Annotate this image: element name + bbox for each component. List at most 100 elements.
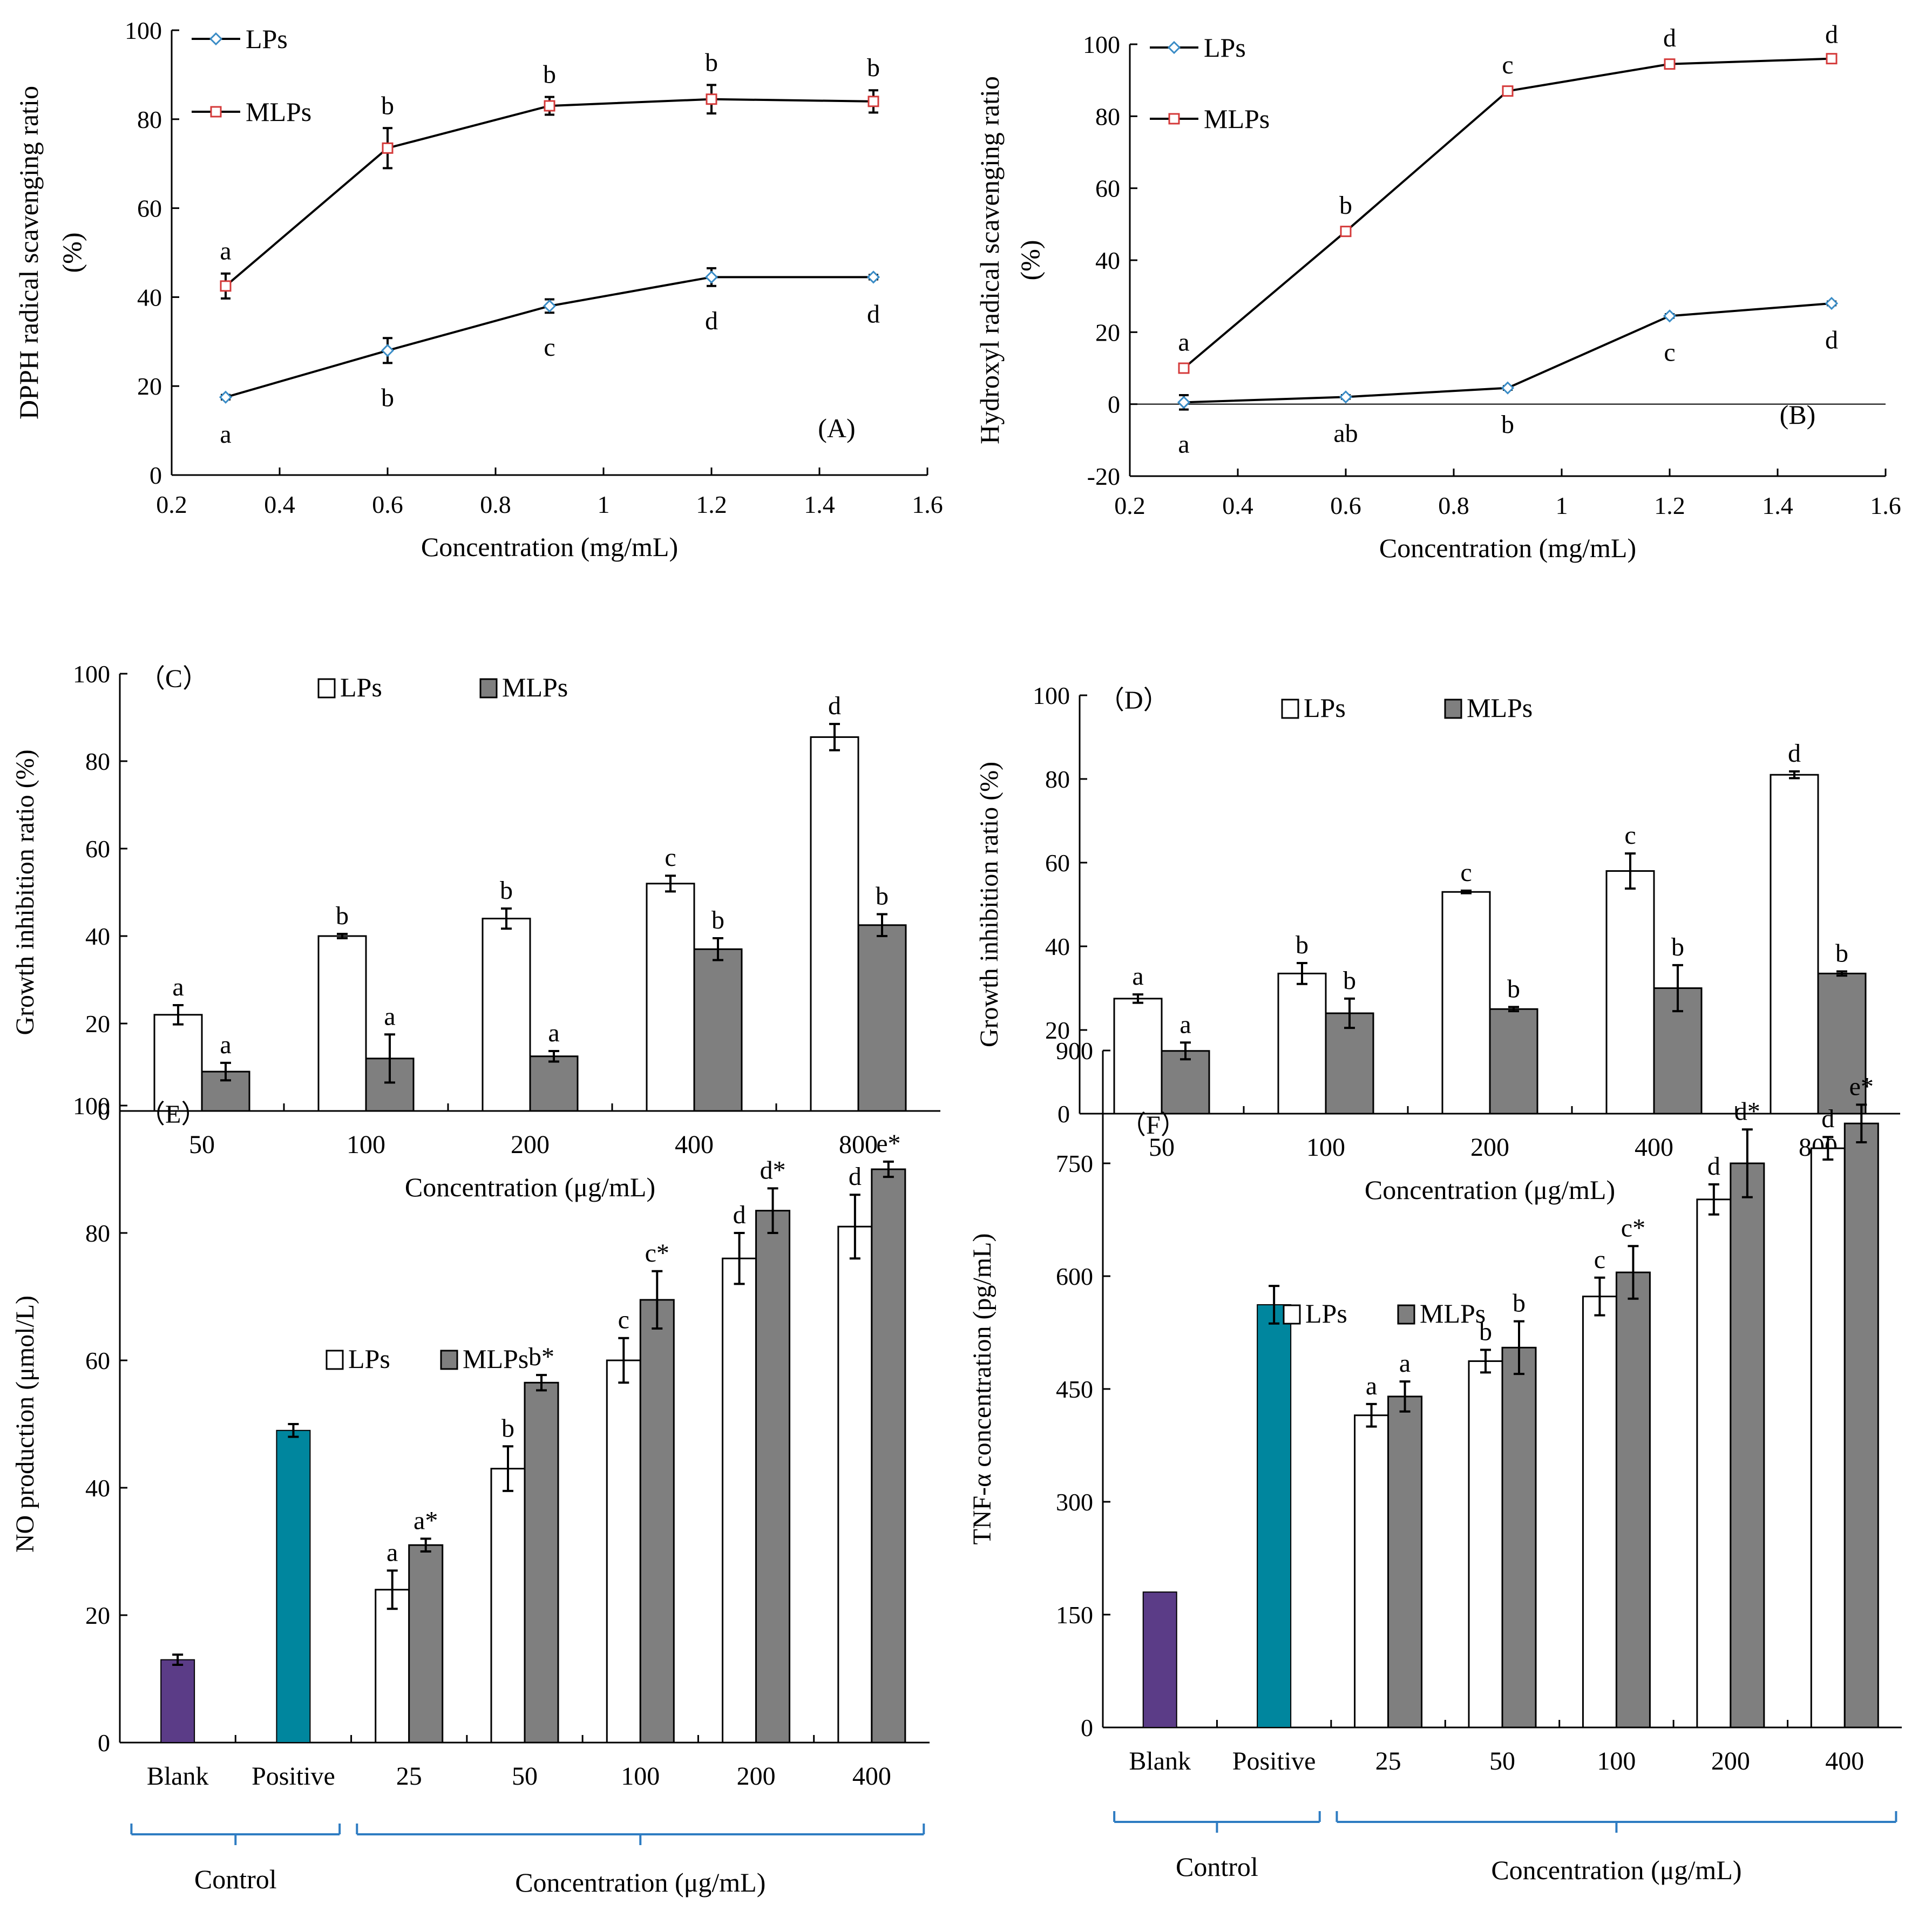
bar-mlps <box>408 1544 444 1744</box>
significance-letter: e* <box>876 1129 900 1158</box>
panel-label: （C） <box>139 665 208 693</box>
error-bar <box>849 1194 860 1260</box>
legend-swatch-mlps <box>440 1350 458 1370</box>
x-tick-label: 0.8 <box>1438 492 1469 519</box>
significance-letter: d <box>1821 1104 1834 1133</box>
x-tick-label: 100 <box>621 1762 660 1791</box>
x-axis-title: Concentration (μg/mL) <box>1491 1855 1741 1885</box>
x-tick-label: 1.2 <box>696 491 727 518</box>
data-point-mlps <box>1502 85 1514 97</box>
error-bar <box>1344 997 1355 1029</box>
bar-lps <box>1810 1147 1846 1729</box>
data-point-lps <box>1501 381 1515 395</box>
control-bar-blank <box>1142 1591 1177 1728</box>
error-bar <box>548 1050 559 1063</box>
x-axis-title: Concentration (μg/mL) <box>1365 1175 1615 1205</box>
significance-letter: d <box>733 1201 746 1229</box>
panel-label: (B) <box>1780 399 1816 430</box>
significance-letter: b <box>867 53 880 82</box>
bar-lps <box>1354 1414 1389 1729</box>
x-axis-title: Concentration (μg/mL) <box>405 1172 655 1202</box>
data-point-mlps <box>1340 226 1352 238</box>
y-tick-label: 40 <box>85 1474 110 1502</box>
legend-label-mlps: MLPs <box>246 97 311 127</box>
data-point-mlps <box>1826 53 1838 65</box>
error-bar <box>1180 1041 1191 1061</box>
x-tick-label: 50 <box>1149 1133 1175 1162</box>
error-bar <box>877 913 887 937</box>
y-tick-label: 80 <box>1045 765 1070 793</box>
control-bar-blank <box>160 1659 195 1744</box>
y-tick-label: 40 <box>1045 933 1070 960</box>
bar-lps <box>1277 972 1327 1115</box>
x-tick-label: 0.2 <box>1114 492 1145 519</box>
y-tick-label: 40 <box>137 283 162 311</box>
significance-letter: b <box>381 383 394 412</box>
y-tick-label: 100 <box>1083 31 1120 58</box>
panel-label: （E） <box>139 1100 207 1129</box>
x-tick-label: 400 <box>1825 1747 1864 1775</box>
x-axis-title: Concentration (mg/mL) <box>421 532 678 562</box>
y-tick-label: 150 <box>1056 1601 1093 1629</box>
error-bar <box>536 1374 547 1392</box>
significance-letter: e* <box>1849 1072 1874 1101</box>
error-bar <box>503 1445 513 1492</box>
error-bar <box>1461 889 1472 894</box>
bar-lps <box>317 935 367 1112</box>
bar-lps <box>1605 870 1655 1115</box>
significance-letter: b <box>336 902 349 930</box>
y-tick-label: 40 <box>85 923 110 950</box>
legend-label-lps: LPs <box>1304 693 1346 723</box>
data-point-mlps <box>706 93 717 105</box>
bar-lps <box>606 1359 641 1744</box>
bar-lps <box>1441 891 1491 1115</box>
significance-letter: b <box>705 48 718 77</box>
y-tick-label: 100 <box>73 1092 110 1120</box>
bar-mlps <box>1730 1162 1765 1729</box>
y-tick-label: 20 <box>85 1010 110 1038</box>
x-axis-title: Concentration (μg/mL) <box>515 1867 765 1897</box>
error-bar <box>1708 1183 1719 1216</box>
error-bar <box>734 1232 745 1285</box>
significance-letter: c* <box>1621 1214 1645 1242</box>
significance-letter: c <box>618 1306 629 1334</box>
significance-letter: a <box>220 1031 231 1059</box>
legend-label-mlps: MLPs <box>502 672 568 702</box>
legend-swatch-lps <box>1283 1304 1301 1325</box>
bar-lps <box>153 1014 203 1112</box>
legend-label-mlps: MLPs <box>1204 104 1270 134</box>
error-bar <box>420 1537 431 1553</box>
data-point-mlps <box>1178 362 1190 374</box>
significance-letter: a <box>1178 430 1189 459</box>
significance-letter: d <box>1825 20 1838 49</box>
significance-letter: c <box>665 843 676 872</box>
x-tick-label: Blank <box>147 1762 209 1791</box>
data-point-mlps <box>220 280 232 292</box>
significance-letter: a <box>220 237 231 266</box>
significance-letter: b <box>1343 966 1356 995</box>
error-bar <box>337 932 348 940</box>
legend-label-mlps: MLPs <box>1467 693 1533 723</box>
bar-lps <box>1468 1360 1503 1729</box>
bar-mlps <box>857 924 907 1112</box>
bar-mlps <box>1615 1271 1651 1729</box>
bar-lps <box>1113 998 1163 1115</box>
x-tick-label: 1 <box>1556 492 1568 519</box>
x-tick-label: 0.8 <box>480 491 511 518</box>
bar-mlps <box>693 948 743 1112</box>
bar-mlps <box>1161 1050 1210 1115</box>
error-bar <box>1480 1348 1491 1374</box>
y-tick-label: 0 <box>98 1729 110 1757</box>
error-bar <box>1856 1103 1867 1143</box>
error-bar <box>1594 1276 1605 1317</box>
x-tick-label: 800 <box>839 1130 878 1159</box>
x-tick-label: 25 <box>396 1762 422 1791</box>
panel-label: (A) <box>818 413 855 443</box>
significance-letter: a* <box>413 1506 438 1535</box>
y-tick-label: 300 <box>1056 1488 1093 1516</box>
error-bar <box>1399 1380 1411 1413</box>
control-bar-positive <box>276 1429 311 1744</box>
y-tick-label: 60 <box>85 1347 110 1374</box>
legend-marker-mlps <box>1168 113 1180 125</box>
bar-mlps <box>871 1168 906 1744</box>
